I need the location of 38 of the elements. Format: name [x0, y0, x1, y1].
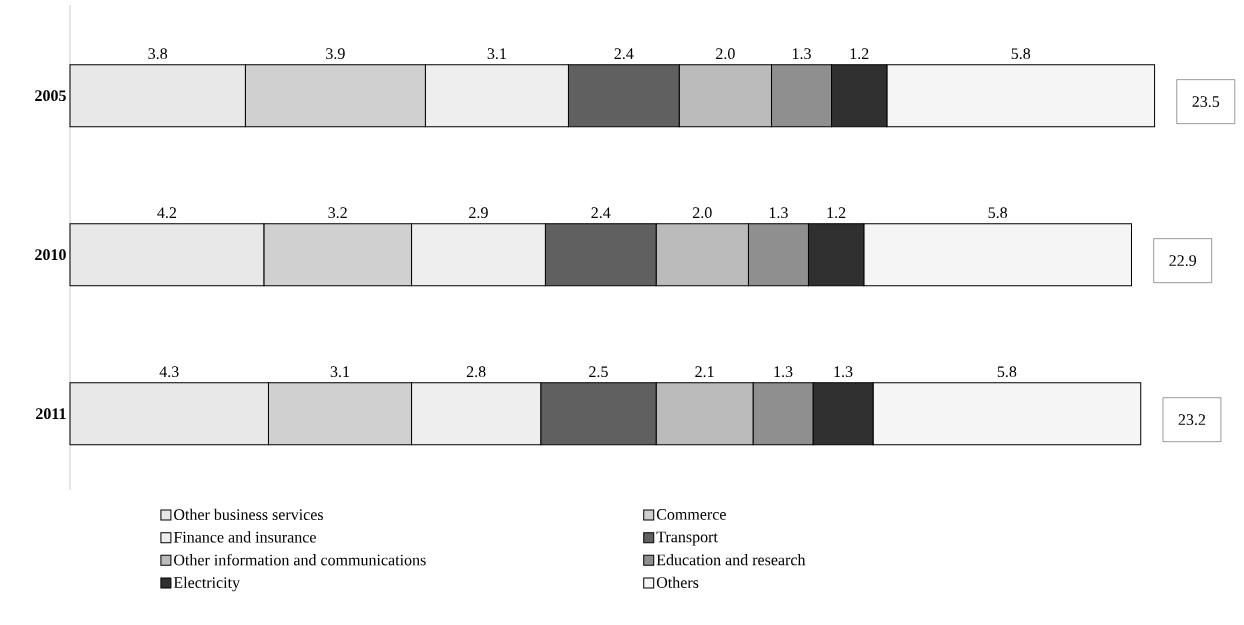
total-label: 23.5: [1192, 96, 1220, 108]
data-label: 2.0: [716, 48, 735, 60]
legend-label: Other business services: [174, 508, 324, 521]
legend-label: Commerce: [656, 509, 726, 520]
data-label: 5.8: [988, 207, 1008, 219]
data-label: 4.2: [157, 207, 177, 219]
y-tick-label: 2011: [36, 408, 66, 420]
data-label: 3.8: [148, 48, 168, 60]
legend-label: Others: [656, 576, 699, 588]
data-label: 3.1: [330, 366, 350, 378]
data-label: 2.5: [589, 366, 608, 378]
total-label: 22.9: [1169, 255, 1197, 267]
data-label: 2.9: [469, 207, 488, 219]
data-label: 2.1: [695, 366, 714, 378]
data-label: 2.4: [614, 48, 634, 60]
data-label: 5.8: [1011, 48, 1031, 60]
legend-label: Education and research: [656, 554, 806, 566]
data-label: 2.8: [466, 366, 486, 378]
y-tick-label: 2005: [35, 90, 66, 102]
data-label: 1.3: [792, 48, 811, 60]
data-label: 1.2: [850, 48, 869, 60]
y-tick-label: 2010: [35, 249, 66, 261]
data-label: 2.4: [591, 207, 611, 219]
legend-label: Other information and communications: [174, 553, 426, 566]
total-label: 23.2: [1178, 414, 1206, 426]
data-label: 1.3: [769, 207, 788, 219]
data-label: 1.2: [827, 207, 846, 219]
data-label: 4.3: [159, 366, 179, 378]
legend-label: Transport: [656, 531, 718, 546]
data-label: 5.8: [997, 366, 1017, 378]
legend-label: Finance and insurance: [173, 531, 316, 543]
data-label: 3.9: [326, 48, 345, 60]
data-label: 3.2: [328, 207, 347, 219]
data-label: 3.1: [487, 48, 506, 60]
data-label: 2.0: [692, 207, 712, 219]
data-label: 1.3: [834, 366, 853, 378]
data-label: 1.3: [774, 366, 793, 378]
legend-label: Electricity: [173, 576, 240, 592]
